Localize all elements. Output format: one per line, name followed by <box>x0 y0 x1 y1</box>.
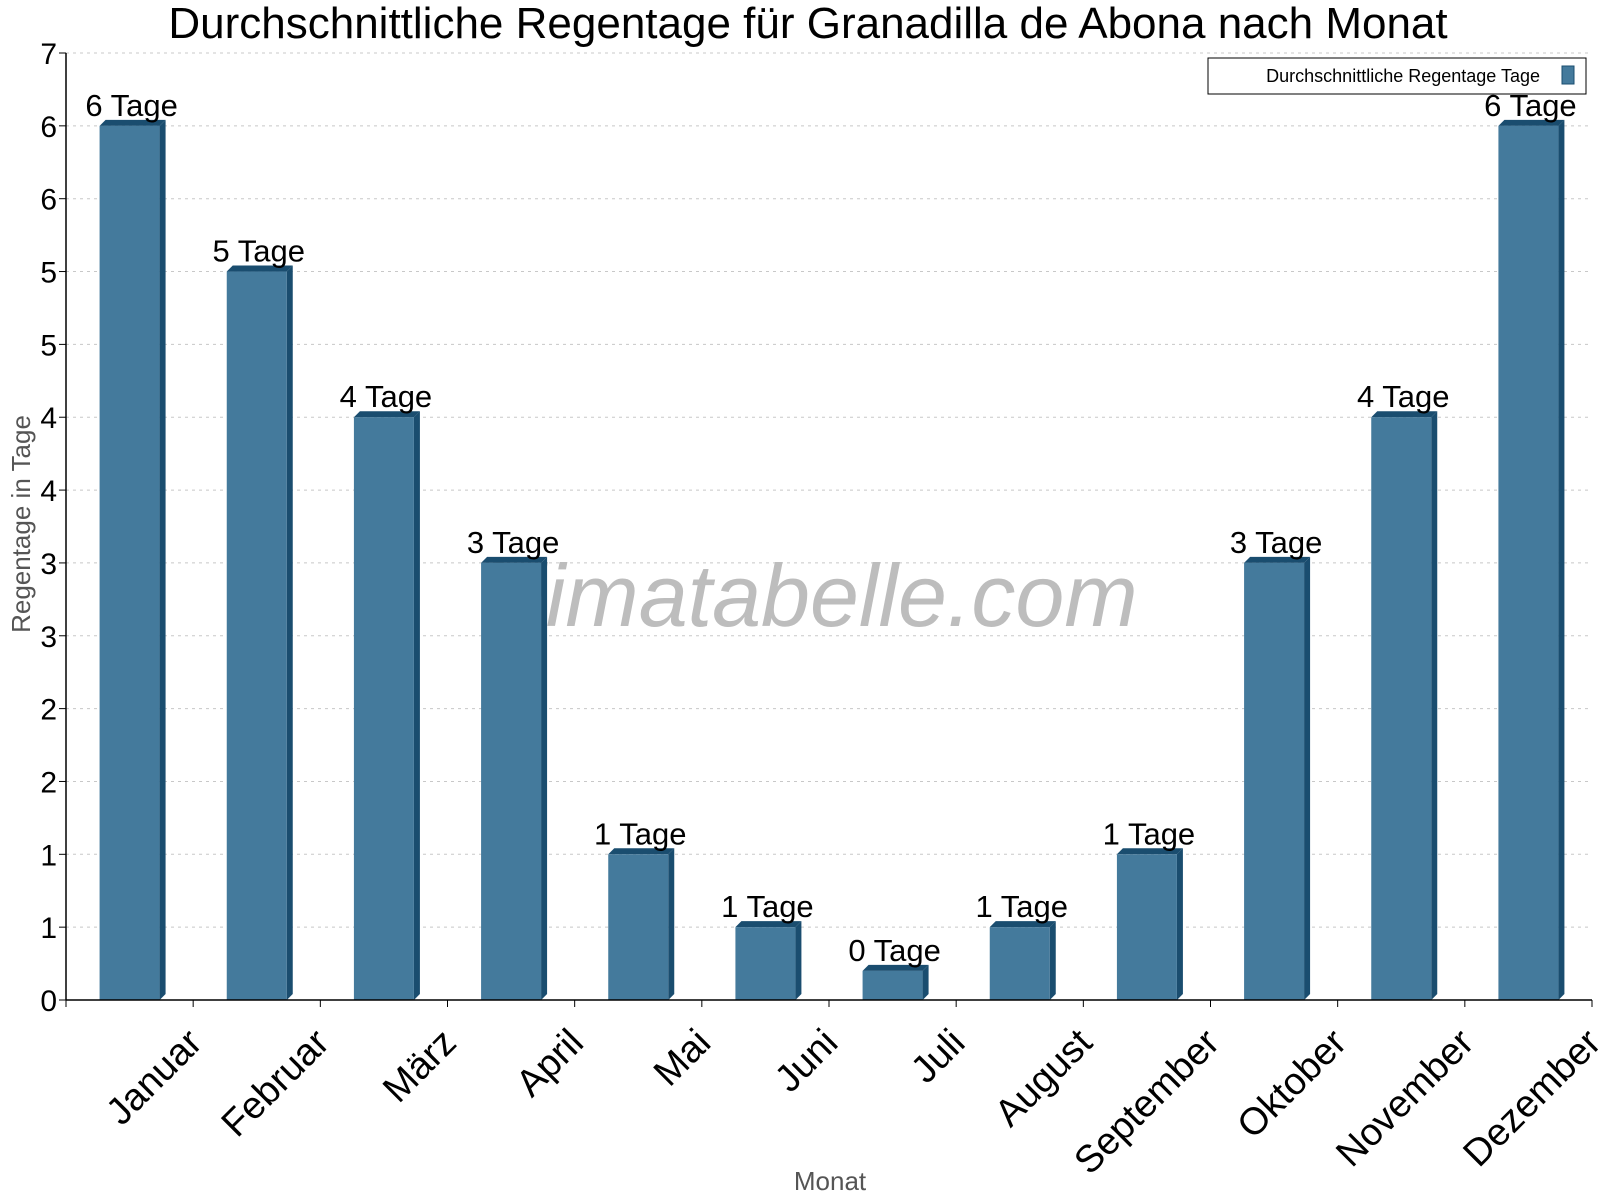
bar-value-label: 3 Tage <box>1230 525 1323 560</box>
y-tick-label: 5 <box>40 257 57 290</box>
x-tick-label: Dezember <box>1456 1021 1600 1175</box>
bar-side <box>1176 848 1183 1000</box>
x-tick-label: März <box>375 1022 464 1111</box>
bar-top <box>862 964 929 971</box>
y-tick-label: 1 <box>40 839 57 872</box>
y-tick-label: 3 <box>40 621 57 654</box>
x-tick-label: Februar <box>214 1021 338 1145</box>
bar-value-label: 0 Tage <box>848 933 941 968</box>
y-tick-labels: 0 1 1 2 2 3 3 4 4 5 5 6 6 7 <box>40 38 57 1018</box>
x-tick-label: Juni <box>767 1022 846 1101</box>
bar-value-labels: 6 Tage 5 Tage 4 Tage 3 Tage 1 Tage 1 Tage 0 Ta… <box>85 88 1576 968</box>
bar-value-label: 1 Tage <box>594 816 687 851</box>
axes <box>59 52 1593 1007</box>
y-tick-label: 4 <box>40 475 57 508</box>
bar-top <box>481 556 548 563</box>
bar <box>1498 125 1559 1001</box>
bar-value-label: 4 Tage <box>1357 379 1450 414</box>
bar-side <box>668 848 675 1000</box>
bar-value-label: 3 Tage <box>467 525 560 560</box>
bar <box>862 970 923 1000</box>
watermark-text: klimatabelle.com <box>482 546 1137 645</box>
bar-top <box>989 921 1056 928</box>
chart-title: Durchschnittliche Regentage für Granadil… <box>168 0 1447 48</box>
x-tick-label: Juli <box>903 1022 973 1092</box>
bar-top <box>735 921 802 928</box>
bar-side <box>541 556 548 1000</box>
legend-entry-label: Durchschnittliche Regentage Tage <box>1266 66 1540 86</box>
bar-top <box>1371 411 1438 418</box>
bar-side <box>1049 921 1056 1000</box>
bar <box>353 417 414 1000</box>
bar-side <box>159 119 166 1001</box>
bar-side <box>1304 556 1311 1000</box>
y-tick-label: 2 <box>40 694 57 727</box>
bar-side <box>922 964 929 1000</box>
bar <box>989 927 1050 1000</box>
legend: Durchschnittliche Regentage Tage <box>1207 57 1587 95</box>
bar-top <box>608 848 675 855</box>
bar-side <box>1558 119 1565 1001</box>
x-tick-label: April <box>508 1022 591 1105</box>
bar <box>99 125 160 1001</box>
bar-value-label: 6 Tage <box>85 88 178 123</box>
legend-box <box>1207 57 1587 95</box>
bar <box>1244 562 1305 1000</box>
bars <box>99 119 1565 1001</box>
bar-top <box>226 265 293 272</box>
y-axis-label: Regentage in Tage <box>6 415 36 633</box>
y-tick-label: 6 <box>40 184 57 217</box>
x-tick-label: November <box>1328 1021 1482 1175</box>
bar <box>735 927 796 1000</box>
x-tick-label: Januar <box>99 1021 211 1133</box>
bar <box>1116 854 1177 1000</box>
bar-value-label: 1 Tage <box>721 889 814 924</box>
bar-side <box>1431 411 1438 1000</box>
y-tick-label: 6 <box>40 111 57 144</box>
bar-top <box>1244 556 1311 563</box>
y-tick-label: 0 <box>40 985 57 1018</box>
bar <box>1371 417 1432 1000</box>
y-tick-label: 3 <box>40 548 57 581</box>
bar-value-label: 1 Tage <box>975 889 1068 924</box>
y-tick-label: 1 <box>40 912 57 945</box>
y-tick-label: 4 <box>40 402 57 435</box>
bar-side <box>286 265 293 1000</box>
bar-top <box>353 411 420 418</box>
bar <box>226 271 287 1000</box>
bar <box>608 854 669 1000</box>
bar-top <box>1498 119 1565 126</box>
y-tick-label: 7 <box>40 38 57 71</box>
bar-value-label: 4 Tage <box>340 379 433 414</box>
y-tick-label: 2 <box>40 766 57 799</box>
bar-side <box>413 411 420 1000</box>
bar-value-label: 5 Tage <box>212 234 305 269</box>
x-tick-label: August <box>987 1021 1101 1135</box>
x-tick-labels: Januar Februar März April Mai Juni Juli AugustS… <box>99 1021 1600 1182</box>
bar-side <box>795 921 802 1000</box>
watermark-layer: klimatabelle.com <box>482 546 1137 645</box>
grid-lines <box>66 52 1592 928</box>
x-tick-label: Oktober <box>1230 1021 1356 1147</box>
bar-top <box>99 119 166 126</box>
bar-top <box>1116 848 1183 855</box>
bar-value-label: 1 Tage <box>1103 816 1196 851</box>
x-axis-label: Monat <box>794 1166 867 1196</box>
y-tick-label: 5 <box>40 329 57 362</box>
bar <box>481 562 542 1000</box>
legend-swatch <box>1561 65 1575 85</box>
x-tick-label: Mai <box>646 1022 719 1095</box>
